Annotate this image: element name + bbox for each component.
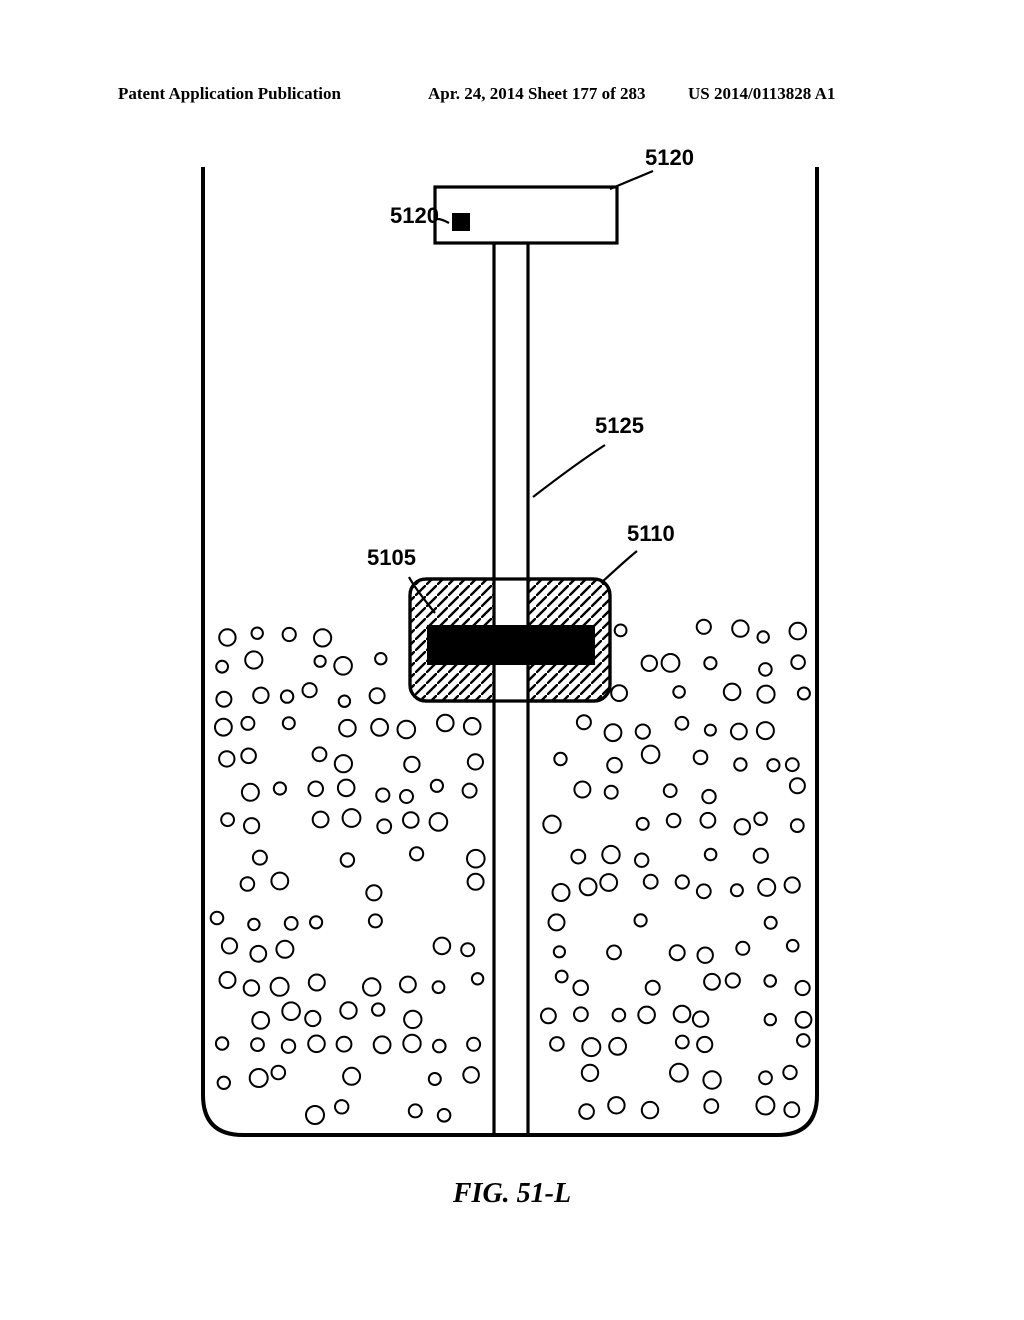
svg-text:5120: 5120: [390, 203, 439, 228]
svg-text:5125: 5125: [595, 413, 644, 438]
header-date-sheet: Apr. 24, 2014 Sheet 177 of 283: [428, 84, 646, 104]
svg-text:5110: 5110: [627, 521, 675, 546]
figure-label: FIG. 51-L: [0, 1178, 1024, 1210]
svg-text:5105: 5105: [367, 545, 416, 570]
svg-text:5120: 5120: [645, 145, 694, 170]
patent-diagram-svg: 5120 5120 5125 5110 5105: [195, 145, 825, 1145]
figure-diagram: 5120 5120 5125 5110 5105: [195, 145, 825, 1145]
header-publication: Patent Application Publication: [118, 84, 341, 104]
header-patent-number: US 2014/0113828 A1: [688, 84, 835, 104]
